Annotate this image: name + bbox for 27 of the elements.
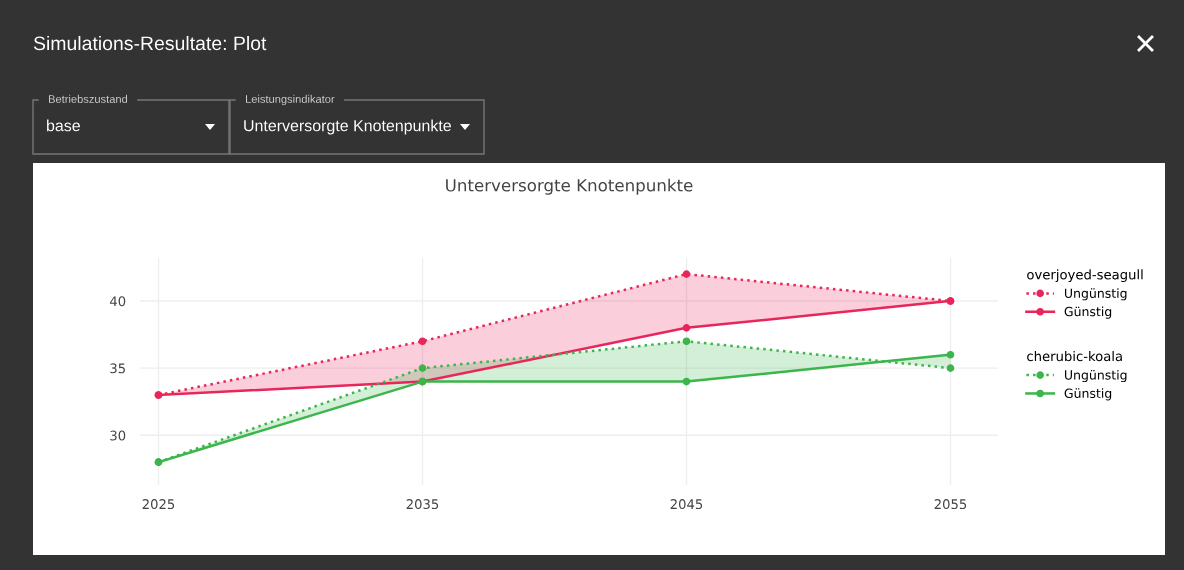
x-tick-label: 2055	[934, 499, 967, 510]
x-tick-label: 2035	[406, 499, 439, 510]
point	[946, 364, 955, 372]
text: Betriebszustand	[49, 94, 128, 103]
text: overjoyed-seagull	[1027, 269, 1143, 283]
point	[682, 377, 691, 386]
legend-label: Ungünstig	[1065, 369, 1127, 383]
point	[682, 270, 691, 278]
text: cherubic-koala	[1027, 350, 1122, 362]
x-tick-label: 2045	[670, 499, 703, 510]
y-tick-label: 30	[110, 430, 126, 441]
y-tick-label: 35	[110, 363, 125, 374]
x-tick-label: 2025	[142, 499, 175, 510]
point	[682, 324, 691, 332]
y-tick-label: 40	[109, 296, 126, 307]
legend-label: Günstig	[1064, 388, 1112, 401]
point	[418, 364, 427, 372]
text: Unterversorgte Knotenpunkte	[244, 119, 451, 135]
legend-label: Günstig	[1064, 306, 1112, 319]
text: Leistungsindikator	[246, 94, 335, 106]
text: base	[47, 119, 80, 132]
point	[682, 337, 691, 346]
chart-title: Unterversorgte Knotenpunkte	[446, 178, 693, 195]
text: Simulations-Resultate: Plot	[33, 35, 267, 51]
point	[946, 350, 955, 359]
legend-label: Ungünstig	[1065, 288, 1127, 301]
point	[418, 337, 427, 346]
